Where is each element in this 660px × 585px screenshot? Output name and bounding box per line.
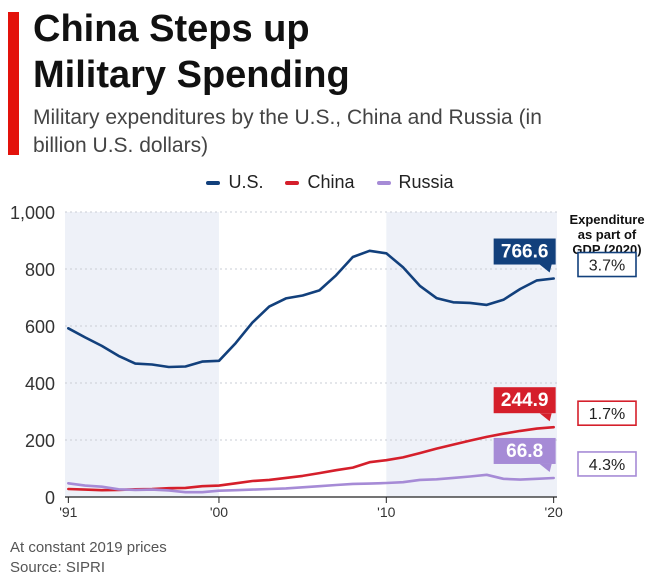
- end-label-china: 244.9: [501, 390, 549, 411]
- end-label-pointer-us: [539, 264, 552, 273]
- legend-swatch-china: [285, 180, 300, 185]
- end-label-us: 766.6: [501, 242, 549, 263]
- end-label-box-china: [493, 387, 556, 414]
- footer-note: At constant 2019 prices: [10, 539, 167, 556]
- decade-band-1990s: [65, 212, 219, 497]
- legend-label-us: U.S.: [228, 172, 264, 192]
- footer-source: Source: SIPRI: [10, 559, 106, 576]
- gdp-share-box-us: [577, 251, 637, 278]
- legend-label-china: China: [307, 172, 355, 192]
- y-tick-label-800: 800: [25, 260, 55, 280]
- chart-title: China Steps up Military Spending: [33, 6, 633, 98]
- x-tick-label-1991: '91: [59, 504, 77, 520]
- y-tick-label-400: 400: [25, 374, 55, 394]
- series-line-us: [67, 249, 555, 369]
- y-tick-label-600: 600: [25, 317, 55, 337]
- legend-label-russia: Russia: [398, 172, 454, 192]
- footer: At constant 2019 prices Source: SIPRI: [10, 538, 167, 578]
- gdp-panel-title-line-1: Expenditure: [569, 212, 644, 227]
- legend-item-china: China: [285, 172, 355, 193]
- x-tick-label-2000: '00: [210, 504, 228, 520]
- end-label-pointer-russia: [539, 463, 552, 472]
- gdp-share-russia: 4.3%: [589, 457, 625, 474]
- accent-bar: [8, 12, 19, 155]
- y-tick-label-0: 0: [45, 488, 55, 508]
- gdp-share-box-china: [577, 400, 637, 427]
- legend-swatch-russia: [376, 180, 391, 185]
- y-tick-label-1000: 1,000: [10, 203, 55, 223]
- gdp-panel-title-line-2: as part of: [578, 227, 637, 242]
- legend: U.S. China Russia: [0, 172, 660, 193]
- series-line-russia: [67, 473, 555, 494]
- y-tick-label-200: 200: [25, 431, 55, 451]
- legend-item-russia: Russia: [376, 172, 454, 193]
- legend-item-us: U.S.: [206, 172, 263, 193]
- chart-subtitle: Military expenditures by the U.S., China…: [33, 106, 542, 157]
- end-label-box-us: [493, 238, 556, 265]
- end-label-box-russia: [493, 437, 556, 464]
- legend-swatch-us: [206, 180, 221, 185]
- title-line-2: Military Spending: [33, 54, 350, 96]
- gdp-share-china: 1.7%: [589, 406, 625, 423]
- gdp-share-us: 3.7%: [589, 258, 625, 275]
- gdp-share-box-russia: [577, 451, 637, 477]
- title-line-1: China Steps up: [33, 8, 310, 50]
- x-tick-label-2020: '20: [545, 504, 563, 520]
- end-label-russia: 66.8: [506, 441, 543, 462]
- end-label-pointer-china: [539, 413, 552, 422]
- x-tick-label-2010: '10: [377, 504, 395, 520]
